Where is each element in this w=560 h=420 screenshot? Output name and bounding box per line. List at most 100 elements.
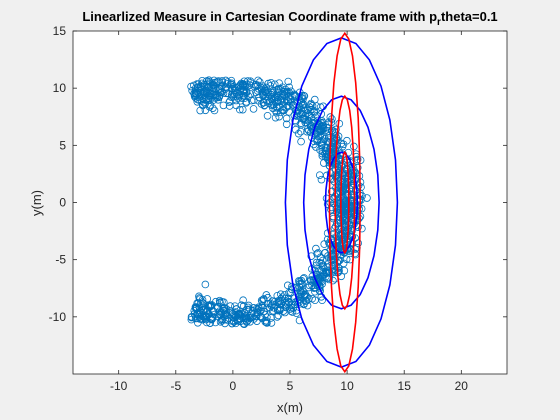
scatter-point — [274, 311, 283, 320]
scatter-point — [261, 310, 269, 319]
scatter-point — [339, 199, 348, 207]
scatter-point — [236, 96, 245, 105]
scatter-point — [202, 318, 211, 327]
scatter-point — [205, 80, 214, 88]
scatter-point — [254, 84, 263, 93]
x-tick-label: 0 — [230, 379, 237, 393]
scatter-point — [276, 290, 285, 299]
scatter-point — [204, 302, 212, 311]
scatter-point — [351, 245, 359, 253]
blue-ellipse-2 — [302, 95, 380, 310]
scatter-point — [239, 92, 247, 100]
scatter-point — [254, 303, 263, 312]
scatter-point — [271, 113, 280, 122]
scatter-layer — [187, 76, 371, 329]
scatter-point — [318, 152, 327, 160]
scatter-point — [239, 296, 247, 305]
scatter-point — [273, 313, 281, 321]
scatter-point — [354, 239, 363, 247]
scatter-point — [240, 320, 249, 329]
scatter-point — [267, 319, 276, 327]
scatter-point — [282, 303, 290, 312]
chart-title: Linearlized Measure in Cartesian Coordin… — [82, 9, 497, 28]
scatter-point — [229, 82, 238, 91]
scatter-point — [221, 315, 230, 323]
scatter-point — [207, 82, 215, 90]
scatter-point — [317, 259, 326, 268]
red-ellipse-1 — [339, 150, 350, 255]
scatter-point — [275, 112, 283, 121]
scatter-point — [191, 303, 200, 311]
scatter-point — [225, 98, 234, 106]
x-tick-label: 20 — [455, 379, 469, 393]
scatter-point — [226, 97, 234, 105]
scatter-point — [217, 310, 225, 319]
scatter-point — [263, 112, 272, 120]
scatter-point — [330, 224, 339, 233]
scatter-point — [313, 116, 322, 125]
axes-background — [73, 31, 507, 374]
scatter-point — [298, 114, 307, 123]
scatter-point — [276, 306, 284, 315]
scatter-point — [339, 206, 347, 215]
scatter-point — [324, 252, 332, 260]
scatter-point — [187, 315, 196, 324]
scatter-point — [317, 127, 325, 135]
title-subscript: r — [437, 17, 441, 28]
scatter-point — [209, 104, 217, 112]
x-tick-label: -10 — [110, 379, 128, 393]
scatter-point — [206, 319, 214, 327]
scatter-point — [342, 223, 350, 232]
scatter-point — [249, 105, 258, 113]
scatter-point — [242, 98, 251, 106]
scatter-point — [282, 103, 291, 112]
scatter-point — [334, 256, 343, 265]
y-tick-label: 15 — [53, 24, 67, 38]
scatter-point — [211, 318, 220, 327]
scatter-point — [268, 300, 277, 309]
red-ellipse-2 — [334, 94, 356, 311]
x-tick-label: 5 — [287, 379, 294, 393]
x-tick-label: -5 — [170, 379, 181, 393]
blue-ellipse-3 — [284, 37, 399, 368]
scatter-point — [331, 243, 339, 251]
scatter-point — [297, 276, 306, 285]
scatter-point — [220, 298, 228, 307]
scatter-point — [325, 118, 333, 126]
scatter-point — [310, 266, 319, 275]
scatter-point — [330, 199, 338, 208]
scatter-point — [218, 78, 226, 87]
scatter-point — [227, 93, 236, 102]
scatter-point — [271, 93, 280, 101]
scatter-point — [335, 206, 344, 214]
scatter-point — [316, 253, 325, 262]
scatter-point — [318, 296, 326, 305]
scatter-point — [244, 92, 253, 100]
scatter-point — [336, 166, 345, 175]
scatter-point — [273, 85, 281, 94]
scatter-point — [280, 106, 288, 115]
blue-ellipse-1 — [324, 151, 359, 254]
scatter-point — [223, 311, 231, 319]
scatter-point — [332, 204, 341, 213]
scatter-point — [233, 315, 242, 324]
scatter-point — [338, 142, 347, 151]
scatter-point — [314, 249, 322, 257]
scatter-point — [208, 306, 217, 315]
scatter-point — [283, 281, 292, 290]
scatter-point — [201, 314, 209, 322]
scatter-point — [201, 280, 210, 289]
scatter-point — [196, 84, 204, 92]
scatter-point — [300, 92, 309, 100]
scatter-point — [273, 93, 282, 101]
scatter-point — [222, 89, 231, 98]
scatter-point — [319, 159, 328, 167]
scatter-point — [240, 94, 249, 103]
scatter-point — [262, 316, 271, 325]
scatter-point — [326, 113, 335, 121]
scatter-point — [196, 87, 205, 95]
scatter-point — [245, 81, 254, 89]
scatter-point — [345, 185, 354, 193]
